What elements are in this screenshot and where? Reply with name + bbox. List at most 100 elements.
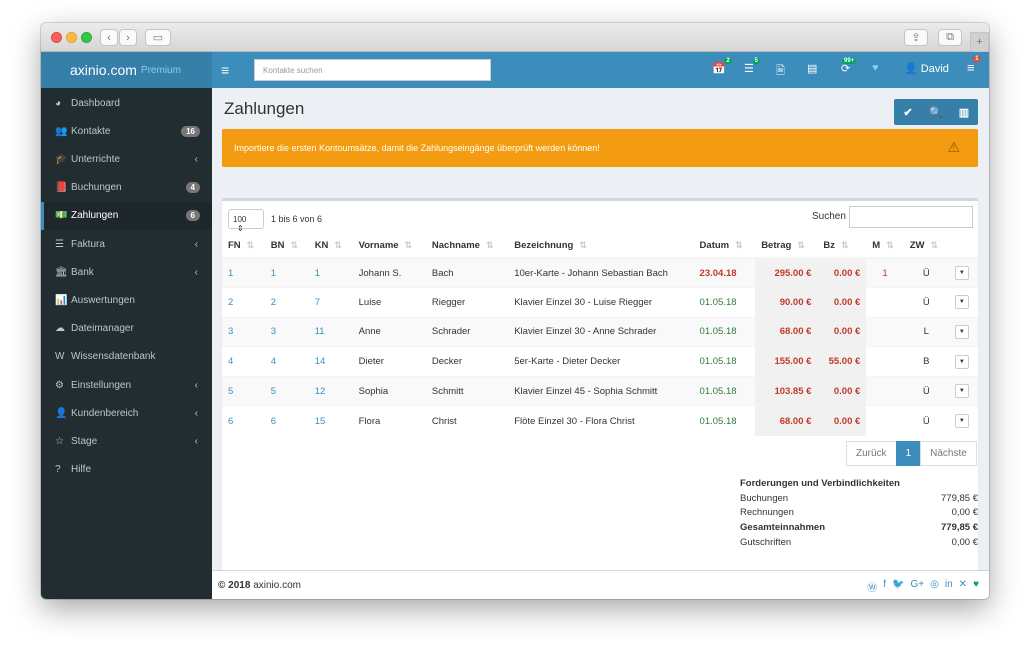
cell-fn[interactable]: 4 <box>222 346 265 377</box>
table-search-input[interactable] <box>849 206 973 228</box>
user-icon: 👤 <box>55 407 68 419</box>
table-row[interactable]: 2 2 7 Luise Riegger Klavier Einzel 30 - Luise… <box>222 287 978 318</box>
googleplus-icon[interactable]: G+ <box>910 579 925 590</box>
cell-kn[interactable]: 1 <box>308 257 353 288</box>
wordpress-icon[interactable]: Ⓦ <box>867 583 878 594</box>
card-icon[interactable]: ▤ <box>807 63 818 75</box>
cell-kn[interactable]: 15 <box>308 405 353 436</box>
row-dropdown-icon[interactable]: ▼ <box>954 354 969 369</box>
forward-icon[interactable]: › <box>119 29 137 46</box>
cell-zw: Ü <box>903 375 949 406</box>
table-row[interactable]: 1 1 1 Johann S. Bach 10er-Karte - Johann Seba… <box>222 257 978 288</box>
sidebar-item-buchungen[interactable]: 📕 Buchungen 4 <box>41 174 212 202</box>
cell-kn[interactable]: 7 <box>308 287 353 318</box>
column-header-betrag[interactable]: Betrag ⇅ <box>755 234 818 259</box>
sidebar-item-unterrichte[interactable]: 🎓 Unterrichte ‹ <box>41 145 212 173</box>
column-header-datum[interactable]: Datum ⇅ <box>693 234 756 259</box>
heart-icon[interactable]: ♥ <box>872 62 879 74</box>
pagination-next[interactable]: Nächste <box>920 441 977 466</box>
cell-bn[interactable]: 6 <box>264 405 309 436</box>
row-dropdown-icon[interactable]: ▼ <box>954 324 969 339</box>
cell-kn[interactable]: 12 <box>308 375 353 406</box>
cell-kn[interactable]: 11 <box>308 316 353 347</box>
linkedin-icon[interactable]: in <box>944 579 953 590</box>
cell-bn[interactable]: 1 <box>264 257 309 288</box>
sidebar-item-bank[interactable]: 🏛 Bank ‹ <box>41 258 212 286</box>
table-row[interactable]: 3 3 11 Anne Schrader Klavier Einzel 30 - Anne… <box>222 316 978 347</box>
cell-bn[interactable]: 3 <box>264 316 309 347</box>
import-alert: Importiere die ersten Kontoumsätze, dami… <box>222 129 978 167</box>
cell-bn[interactable]: 2 <box>264 287 309 318</box>
row-action-cell: ▼ <box>948 257 978 288</box>
pagination-current[interactable]: 1 <box>895 441 922 466</box>
document-icon[interactable]: 🗎 <box>776 65 785 77</box>
minimize-window-button[interactable] <box>66 32 77 43</box>
sidebar-item-faktura[interactable]: ☰ Faktura ‹ <box>41 230 212 258</box>
table-row[interactable]: 5 5 12 Sophia Schmitt Klavier Einzel 45 - Sop… <box>222 375 978 406</box>
pagination-prev[interactable]: Zurück <box>846 441 897 466</box>
heart-icon[interactable]: ♥ <box>973 579 979 590</box>
cell-fn[interactable]: 3 <box>222 316 265 347</box>
column-header-nachname[interactable]: Nachname ⇅ <box>425 234 509 259</box>
cell-kn[interactable]: 14 <box>308 346 353 377</box>
row-dropdown-icon[interactable]: ▼ <box>954 414 969 429</box>
table-row[interactable]: 4 4 14 Dieter Decker 5er-Karte - Dieter Decke… <box>222 346 978 377</box>
column-header-bz[interactable]: Bz ⇅ <box>817 234 867 259</box>
columns-icon[interactable]: ▥ <box>958 106 970 119</box>
column-header-label: Vorname <box>358 240 399 251</box>
column-header-bezeichnung[interactable]: Bezeichnung ⇅ <box>508 234 694 259</box>
table-row[interactable]: 6 6 15 Flora Christ Flöte Einzel 30 - Flora C… <box>222 405 978 436</box>
column-header-fn[interactable]: FN ⇅ <box>222 234 265 259</box>
column-header-vorname[interactable]: Vorname ⇅ <box>352 234 426 259</box>
menu-icon[interactable]: ≡ 1 <box>967 56 981 75</box>
calendar-badge: 2 <box>724 58 732 64</box>
page-length-select[interactable]: 100 ⇕ <box>228 209 264 233</box>
cell-fn[interactable]: 2 <box>222 287 265 318</box>
contact-search-input[interactable]: Kontakte suchen <box>254 59 491 81</box>
twitter-icon[interactable]: 🐦 <box>892 579 905 590</box>
xing-icon[interactable]: ✕ <box>958 579 968 590</box>
browser-window: ‹ › ▭ ⇪ ⧉ + axinio.com Premium ≡ Kontakt… <box>41 23 989 599</box>
column-header-bn[interactable]: BN ⇅ <box>264 234 309 259</box>
sidebar-toggle-icon[interactable]: ▭ <box>145 29 171 46</box>
sidebar-toggle-hamburger-icon[interactable]: ≡ <box>221 62 230 78</box>
close-window-button[interactable] <box>51 32 62 43</box>
instagram-icon[interactable]: ◎ <box>930 579 939 590</box>
row-dropdown-icon[interactable]: ▼ <box>954 384 969 399</box>
user-menu[interactable]: 👤 David <box>904 62 949 75</box>
calendar-icon[interactable]: 📅 2 <box>712 58 732 75</box>
check-icon[interactable]: ✔ <box>903 106 913 119</box>
tabs-icon[interactable]: ⧉ <box>938 29 962 46</box>
cell-fn[interactable]: 6 <box>222 405 265 436</box>
column-header-m[interactable]: M ⇅ <box>866 234 904 259</box>
sidebar-item-dateimanager[interactable]: ☁ Dateimanager <box>41 315 212 343</box>
column-header-zw[interactable]: ZW ⇅ <box>903 234 949 259</box>
cell-fn[interactable]: 1 <box>222 257 265 288</box>
share-icon[interactable]: ⇪ <box>904 29 928 46</box>
summary-row: Buchungen 779,85 € <box>740 491 978 506</box>
row-dropdown-icon[interactable]: ▼ <box>954 266 969 281</box>
sidebar-item-zahlungen[interactable]: 💵 Zahlungen 6 <box>41 201 212 230</box>
search-icon[interactable]: 🔍 <box>929 106 943 119</box>
sync-icon[interactable]: ⟳ 99+ <box>841 58 857 75</box>
column-header-kn[interactable]: KN ⇅ <box>308 234 353 259</box>
app-logo[interactable]: axinio.com Premium <box>41 52 212 88</box>
row-dropdown-icon[interactable]: ▼ <box>954 295 969 310</box>
sidebar-item-dashboard[interactable]: ◕ Dashboard <box>41 89 212 117</box>
sidebar-item-hilfe[interactable]: ? Hilfe <box>41 456 212 484</box>
facebook-icon[interactable]: f <box>883 579 887 590</box>
cell-fn[interactable]: 5 <box>222 375 265 406</box>
sidebar-item-auswertungen[interactable]: 📊 Auswertungen <box>41 286 212 314</box>
back-icon[interactable]: ‹ <box>100 29 118 46</box>
sidebar-item-kontakte[interactable]: 👥 Kontakte 16 <box>41 117 212 145</box>
sidebar-item-kundenbereich[interactable]: 👤 Kundenbereich ‹ <box>41 399 212 427</box>
zoom-window-button[interactable] <box>81 32 92 43</box>
sidebar-item-stage[interactable]: ☆ Stage ‹ <box>41 427 212 455</box>
new-tab-icon[interactable]: + <box>970 32 989 52</box>
cell-betrag: 68.00 € <box>755 316 818 347</box>
tasks-icon[interactable]: ☰ 5 <box>744 58 760 75</box>
cell-bn[interactable]: 5 <box>264 375 309 406</box>
sidebar-item-wissensdatenbank[interactable]: W Wissensdatenbank <box>41 343 212 371</box>
sidebar-item-einstellungen[interactable]: ⚙ Einstellungen ‹ <box>41 371 212 399</box>
cell-bn[interactable]: 4 <box>264 346 309 377</box>
